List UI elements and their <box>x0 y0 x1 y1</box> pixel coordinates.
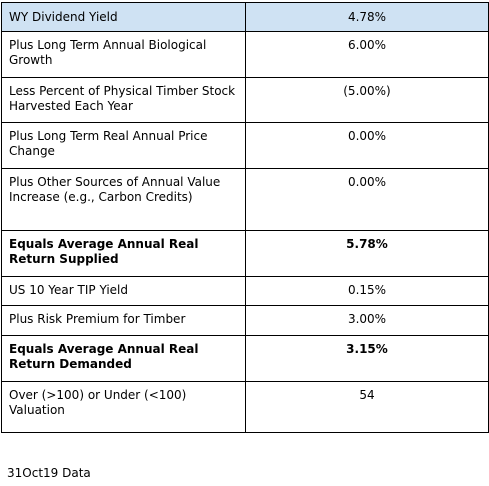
label: Plus Risk Premium for Timber <box>1 305 246 336</box>
row: US 10 Year TIP Yield 0.15% <box>1 276 489 306</box>
label: Equals Average Annual Real Return Demand… <box>1 335 246 382</box>
label: Over (>100) or Under (<100) Valuation <box>1 381 246 433</box>
row: Plus Risk Premium for Timber 3.00% <box>1 305 489 336</box>
label: Equals Average Annual Real Return Suppli… <box>1 230 246 277</box>
value: 3.00% <box>245 305 489 336</box>
row: WY Dividend Yield 4.78% <box>1 2 489 32</box>
value: 0.15% <box>245 276 489 306</box>
footer-note: 31Oct19 Data <box>7 466 91 480</box>
value: 6.00% <box>245 31 489 78</box>
value: 54 <box>245 381 489 433</box>
valuation-table: WY Dividend Yield 4.78% Plus Long Term An… <box>1 2 489 433</box>
row: Equals Average Annual Real Return Suppli… <box>1 230 489 277</box>
label: Plus Long Term Annual Biological Growth <box>1 31 246 78</box>
row: Over (>100) or Under (<100) Valuation 54 <box>1 381 489 433</box>
row: Plus Long Term Annual Biological Growth 6… <box>1 31 489 78</box>
value: 0.00% <box>245 168 489 231</box>
value: 4.78% <box>245 2 489 32</box>
row: Plus Other Sources of Annual Value Incre… <box>1 168 489 231</box>
value: 5.78% <box>245 230 489 277</box>
row: Equals Average Annual Real Return Demand… <box>1 335 489 382</box>
value: 0.00% <box>245 122 489 169</box>
label: Less Percent of Physical Timber Stock Ha… <box>1 77 246 123</box>
label: Plus Long Term Real Annual Price Change <box>1 122 246 169</box>
label: US 10 Year TIP Yield <box>1 276 246 306</box>
row: Less Percent of Physical Timber Stock Ha… <box>1 77 489 123</box>
value: 3.15% <box>245 335 489 382</box>
value: (5.00%) <box>245 77 489 123</box>
row: Plus Long Term Real Annual Price Change 0… <box>1 122 489 169</box>
label: WY Dividend Yield <box>1 2 246 32</box>
label: Plus Other Sources of Annual Value Incre… <box>1 168 246 231</box>
